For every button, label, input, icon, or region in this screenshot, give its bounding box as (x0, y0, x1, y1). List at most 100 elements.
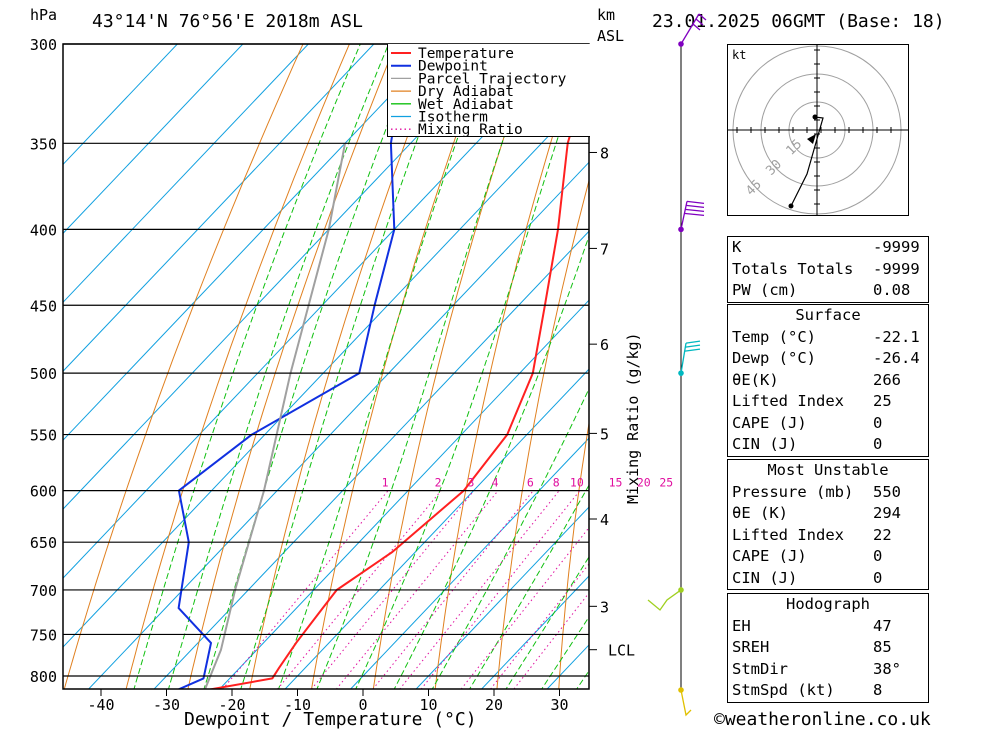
hpa-label: hPa (30, 6, 58, 24)
index-value: 0 (873, 547, 883, 565)
index-label: Pressure (mb) (732, 482, 854, 501)
km-tick-label: LCL (608, 642, 635, 660)
mixing-ratio-label: 15 (609, 476, 623, 490)
pressure-tick-label: 450 (30, 297, 57, 315)
dry-adiabat-line (63, 44, 304, 689)
index-row: K -9999 (728, 237, 928, 259)
index-row: StmDir 38° (728, 659, 928, 681)
isotherm-line (63, 44, 310, 304)
isotherm-line (284, 368, 589, 689)
index-row: CIN (J) 0 (728, 434, 928, 456)
index-row: StmSpd (kt) 8 (728, 680, 928, 702)
mixing-ratio-axis-title: Mixing Ratio (g/kg) (624, 332, 642, 504)
wet-adiabat-line (393, 234, 589, 689)
series-temperature (206, 66, 589, 689)
index-label: Lifted Index (732, 392, 844, 410)
index-value: 8 (873, 681, 883, 699)
isotherm-line (63, 44, 244, 235)
isotherm-line (480, 575, 589, 689)
hodograph-ring-label: 30 (763, 157, 785, 179)
index-row: SREH 85 (728, 637, 928, 659)
index-label: K (732, 238, 742, 256)
dry-adiabat-line (249, 44, 443, 689)
pressure-tick-label: 800 (30, 668, 57, 686)
hodograph-point (788, 203, 794, 209)
km-tick-label: 8 (600, 144, 609, 162)
index-value: -22.1 (873, 327, 920, 346)
index-value: 294 (873, 504, 901, 522)
index-label: EH (732, 616, 751, 635)
panel-title: Surface (795, 306, 861, 324)
mixing-ratio-label: 20 (637, 476, 651, 490)
legend-label: Isotherm (418, 110, 488, 126)
isotherm-line (153, 230, 589, 689)
x-tick-label: 30 (550, 696, 568, 714)
wind-barb-staff (647, 589, 682, 611)
hodograph-trace (790, 116, 824, 207)
mixing-ratio-line (399, 490, 560, 689)
x-tick-label: -30 (153, 696, 180, 714)
index-row: CAPE (J) 0 (728, 546, 928, 568)
wind-barb-staff (680, 689, 692, 717)
index-label: CAPE (J) (732, 547, 807, 565)
index-label: PW (cm) (732, 281, 798, 299)
mixing-ratio-label: 8 (553, 476, 560, 490)
pressure-tick-label: 300 (30, 36, 57, 54)
index-value: 550 (873, 482, 901, 501)
wet-adiabat-line (203, 44, 420, 689)
wind-barb-flag (684, 208, 705, 213)
legend-label: Mixing Ratio (418, 122, 523, 136)
pressure-tick-label: 400 (30, 221, 57, 239)
isotherm-line (415, 506, 589, 689)
wind-barb-flag (685, 340, 701, 344)
dry-adiabat-line (311, 44, 490, 689)
dry-adiabat-line (187, 44, 397, 689)
wind-barb-staff (680, 13, 700, 45)
mixing-ratio-label: 1 (382, 476, 389, 490)
index-row: θE(K) 266 (728, 370, 928, 392)
index-value: 0 (873, 413, 883, 432)
index-label: StmSpd (kt) (732, 681, 835, 699)
wet-adiabat-line (133, 44, 361, 689)
pressure-tick-label: 500 (30, 365, 57, 383)
mixing-ratio-line (335, 490, 499, 689)
index-label: StmDir (732, 659, 788, 678)
hodograph-panel: Hodograph EH 47 SREH 85 StmDir 38° StmSpd (kt) 8 (727, 593, 929, 703)
wet-adiabat-line (277, 44, 492, 689)
hodograph-ring-label: 15 (784, 137, 806, 159)
wind-barb (680, 340, 701, 374)
pressure-tick-label: 700 (30, 582, 57, 600)
mixing-ratio-line (222, 490, 389, 689)
kt-label: kt (732, 48, 747, 62)
wind-barb-flag (698, 13, 707, 21)
wind-barb-flag (695, 18, 704, 26)
index-row: CIN (J) 0 (728, 568, 928, 590)
sounding-datetime: 23.01.2025 06GMT (Base: 18) (652, 11, 945, 32)
station-location: 43°14'N 76°56'E 2018m ASL (92, 11, 363, 32)
x-tick-label: -10 (284, 696, 311, 714)
index-label: SREH (732, 638, 770, 656)
dry-adiabat-line (372, 44, 536, 689)
isotherm-line (63, 44, 375, 372)
index-row: Totals Totals -9999 (728, 259, 928, 281)
wet-adiabat-line (316, 44, 537, 689)
isotherm-line (63, 44, 441, 441)
surface-panel: Surface Temp (°C) -22.1 Dewp (°C) -26.4 θE(K)… (727, 304, 929, 457)
index-label: CAPE (J) (732, 413, 807, 432)
wet-adiabat-line (505, 555, 589, 689)
legend-label: Dewpoint (418, 59, 488, 75)
wind-barb-flag (685, 204, 705, 209)
index-value: 266 (873, 370, 901, 389)
index-value: -9999 (873, 238, 920, 256)
index-label: Temp (°C) (732, 327, 816, 346)
pressure-tick-label: 550 (30, 427, 57, 445)
legend-label: Temperature (418, 46, 514, 62)
x-tick-label: -20 (218, 696, 245, 714)
index-row: Temp (°C) -22.1 (728, 327, 928, 349)
x-axis-title: Dewpoint / Temperature (°C) (184, 709, 477, 730)
dry-adiabat-line (558, 420, 589, 689)
mixing-ratio-line (513, 592, 589, 689)
index-row: Lifted Index 25 (728, 391, 928, 413)
